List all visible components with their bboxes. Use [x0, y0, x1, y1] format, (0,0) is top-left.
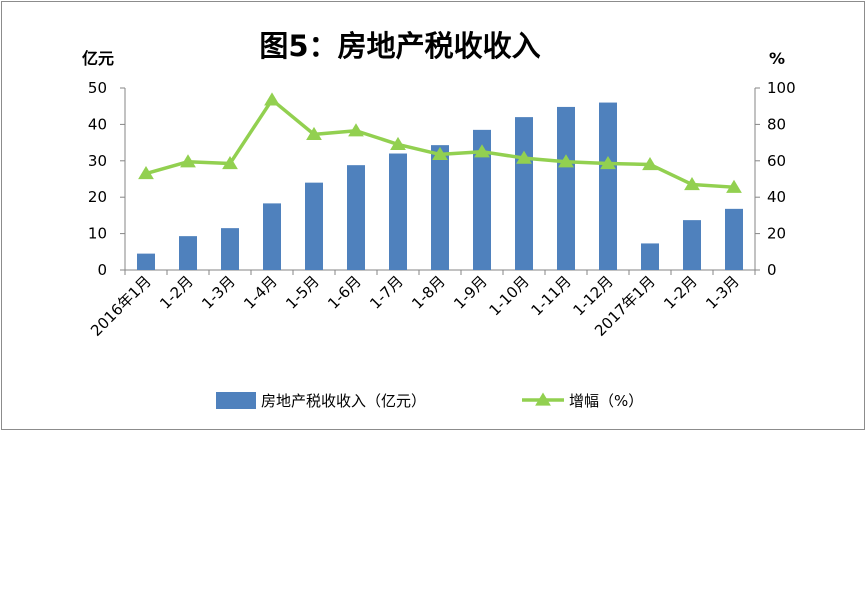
bar [347, 165, 365, 270]
right-tick-label: 0 [767, 261, 777, 279]
bar [725, 208, 743, 270]
right-tick-label: 80 [767, 115, 786, 133]
legend: 房地产税收收入（亿元） 增幅（%） [216, 392, 643, 410]
x-category-label: 1-4月 [240, 272, 281, 313]
x-category-label: 1-2月 [156, 272, 197, 313]
bar [431, 145, 449, 270]
bar [179, 236, 197, 270]
growth-point [726, 179, 742, 193]
growth-point [306, 126, 322, 141]
x-category-label: 1-3月 [198, 272, 239, 313]
bar [515, 117, 533, 271]
bar [263, 203, 281, 270]
left-tick-label: 50 [88, 79, 107, 97]
right-tick-label: 40 [767, 188, 786, 206]
left-tick-label: 30 [88, 152, 107, 170]
x-category-label: 1-10月 [485, 272, 532, 319]
growth-point [138, 166, 154, 180]
growth-point [348, 123, 364, 137]
growth-point [684, 176, 700, 191]
growth-point [474, 144, 490, 158]
left-axis-unit: 亿元 [82, 49, 114, 68]
x-category-label: 1-8月 [408, 272, 449, 313]
bar [137, 253, 155, 270]
bar [599, 102, 617, 270]
bar [305, 182, 323, 270]
growth-point [222, 156, 238, 170]
chart-title: 图5：房地产税收收入 [259, 29, 540, 63]
growth-point [642, 156, 658, 171]
growth-point [516, 150, 532, 164]
combo-chart: 图5：房地产税收收入 亿元 % 0 10 20 30 40 50 0 20 40 60 80 100 2… [82, 29, 796, 410]
growth-point [390, 136, 406, 151]
x-category-label: 1-2月 [660, 272, 701, 313]
bar [473, 129, 491, 270]
chart-frame: 图5：房地产税收收入 亿元 % 0 10 20 30 40 50 0 20 40 60 80 100 2… [1, 1, 865, 430]
x-category-label: 1-7月 [366, 272, 407, 313]
left-tick-label: 20 [88, 188, 107, 206]
bar [557, 106, 575, 270]
x-category-label: 1-5月 [282, 272, 323, 313]
bar [221, 228, 239, 270]
growth-point [600, 156, 616, 170]
left-tick-label: 40 [88, 115, 107, 133]
right-tick-label: 20 [767, 225, 786, 243]
x-category-label: 1-3月 [702, 272, 743, 313]
legend-label-bar: 房地产税收收入（亿元） [261, 392, 426, 410]
x-category-label: 1-6月 [324, 272, 365, 313]
left-tick-label: 0 [97, 261, 107, 279]
right-axis-unit: % [769, 49, 785, 68]
legend-swatch-bar [216, 392, 256, 409]
right-tick-label: 100 [767, 79, 796, 97]
growth-point [264, 92, 280, 106]
bar [641, 243, 659, 270]
right-tick-label: 60 [767, 152, 786, 170]
legend-label-line: 增幅（%） [569, 392, 643, 410]
growth-point [432, 146, 448, 161]
bar [389, 153, 407, 270]
legend-swatch-marker [535, 392, 551, 406]
bar [683, 220, 701, 270]
x-category-label: 2016年1月 [87, 272, 155, 340]
growth-point [180, 154, 196, 168]
x-category-label: 1-11月 [527, 272, 574, 319]
left-tick-label: 10 [88, 225, 107, 243]
growth-point [558, 154, 574, 168]
